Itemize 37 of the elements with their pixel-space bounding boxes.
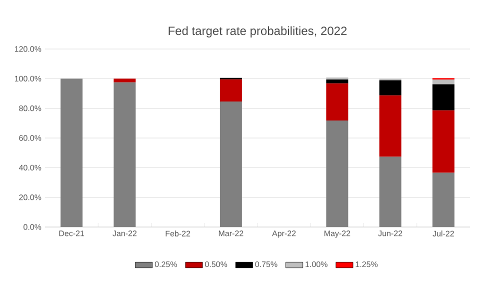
chart-title: Fed target rate probabilities, 2022 [168,26,347,38]
legend-label: 1.25% [356,261,378,268]
y-tick-label: 80.0% [19,106,42,112]
bar [60,78,83,227]
legend-label: 0.50% [205,261,228,268]
legend-label: 0.25% [154,261,177,268]
bar [432,80,454,84]
bar [326,80,348,84]
x-tick-label: Dec-21 [59,230,84,236]
x-tick-label: Feb-22 [166,230,190,236]
y-tick-label: 120.0% [14,46,42,52]
bar [220,79,242,102]
bar [114,78,136,82]
y-tick-label: 100.0% [14,76,42,82]
y-tick-label: 40.0% [18,164,42,170]
bar [114,82,136,227]
y-tick-label: 60.0% [19,135,42,141]
legend-label: 0.75% [255,261,278,268]
bar [379,80,402,96]
x-tick-label: May-22 [324,230,350,238]
bar [432,110,454,173]
x-tick-label: Mar-22 [218,230,244,236]
bar [379,95,402,157]
bar [432,84,454,110]
x-tick-label: Apr-22 [272,230,296,238]
x-tick-label: Jan-22 [112,230,137,236]
legend-label: 1.00% [306,261,328,268]
bar [432,172,454,227]
bar [326,120,348,227]
bar [326,83,348,120]
bar [326,77,348,80]
x-tick-label: Jul-22 [432,230,454,236]
y-tick-label: 0.0% [24,224,42,230]
x-tick-label: Jun-22 [378,230,402,236]
bar [379,156,402,227]
y-tick-label: 20.0% [19,194,42,200]
bar [220,102,242,227]
